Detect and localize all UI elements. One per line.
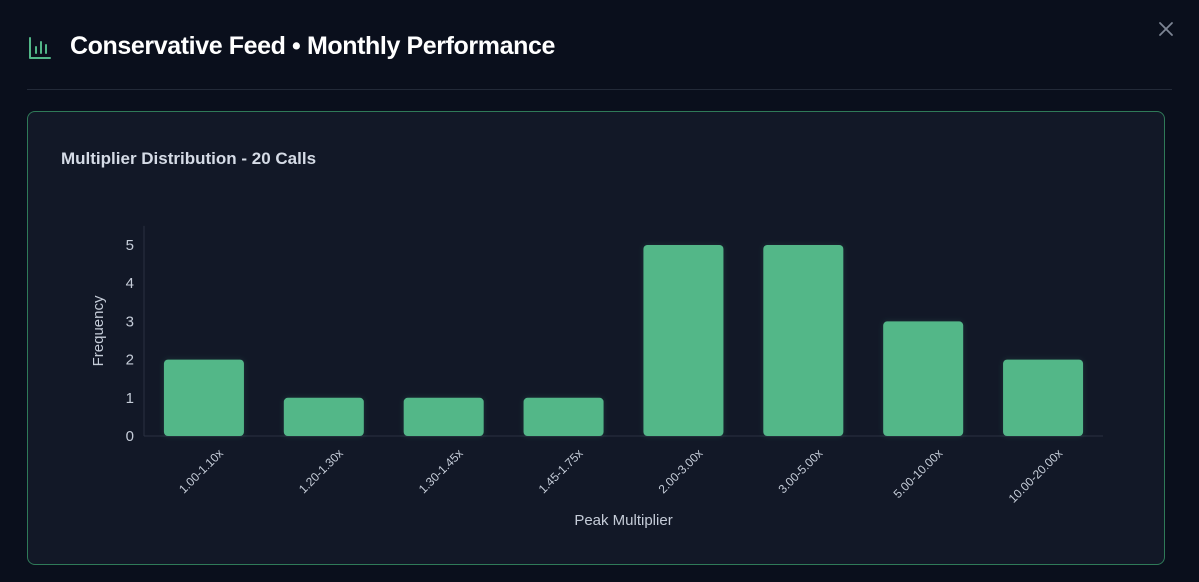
x-tick-label: 1.20-1.30x [296,446,346,496]
x-tick-label: 10.00-20.00x [1006,446,1065,505]
bar [523,397,604,436]
y-tick-label: 3 [126,313,134,330]
chart-title: Multiplier Distribution - 20 Calls [61,149,317,168]
x-tick-label: 2.00-3.00x [656,446,706,496]
y-axis-title: Frequency [90,295,107,366]
y-tick-label: 4 [126,275,134,292]
y-tick-label: 1 [126,390,134,407]
x-tick-label: 1.00-1.10x [176,446,226,496]
bar-chart: 0 1 2 3 4 5 1.00-1.10x 1.20-1.30x 1.30-1.45x 1.45… [90,225,1103,529]
bar [883,321,964,436]
chart-card: Multiplier Distribution - 20 Calls 0 1 2 3 4… [27,111,1165,565]
x-axis-title: Peak Multiplier [574,512,672,529]
bar [403,397,484,436]
y-tick-label: 0 [126,428,134,445]
bar [1003,359,1084,436]
x-tick-label: 1.30-1.45x [416,446,466,496]
modal-title: Conservative Feed • Monthly Performance [70,32,555,60]
modal-header: Conservative Feed • Monthly Performance [27,27,1172,90]
bar [283,397,364,436]
x-tick-label: 1.45-1.75x [536,446,586,496]
x-tick-label: 3.00-5.00x [775,446,825,496]
bar [643,245,724,436]
bar [763,245,844,436]
bar-chart-icon [29,37,51,59]
close-icon[interactable] [1156,19,1176,39]
bar [163,359,244,436]
y-tick-label: 2 [126,352,134,369]
x-tick-label: 5.00-10.00x [891,446,946,501]
y-tick-label: 5 [126,237,134,254]
